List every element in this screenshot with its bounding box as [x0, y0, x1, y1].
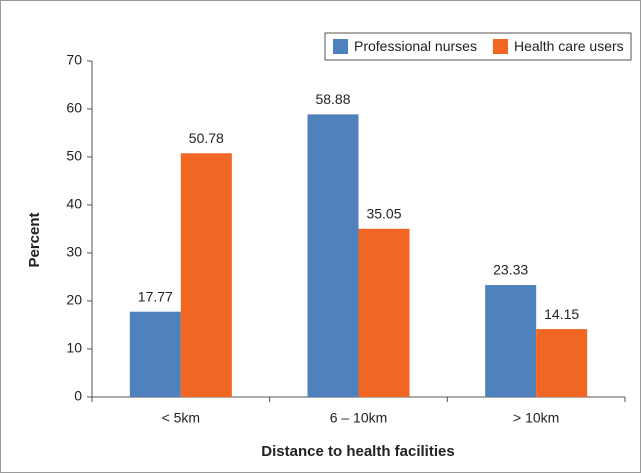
- y-tick-label: 60: [66, 100, 82, 116]
- legend-swatch: [492, 39, 508, 54]
- y-tick-label: 30: [66, 244, 82, 260]
- bar: [358, 228, 410, 397]
- y-tick-label: 20: [66, 292, 82, 308]
- x-tick-label: > 10km: [513, 410, 559, 426]
- legend-box: [324, 32, 632, 61]
- x-tick-label: < 5km: [162, 410, 201, 426]
- x-tick-label: 6 – 10km: [330, 410, 388, 426]
- y-tick-label: 10: [66, 340, 82, 356]
- bar: [485, 285, 537, 397]
- data-label: 58.88: [315, 91, 350, 107]
- x-axis-title: Distance to health facilities: [261, 443, 454, 460]
- data-label: 50.78: [189, 130, 224, 146]
- y-axis-title: Percent: [26, 212, 43, 267]
- legend-swatch: [333, 39, 348, 54]
- legend-label: Professional nurses: [354, 38, 477, 54]
- bar: [536, 329, 588, 397]
- data-label: 14.15: [544, 306, 579, 322]
- bar: [307, 114, 359, 397]
- data-label: 35.05: [366, 205, 401, 221]
- data-label: 23.33: [493, 262, 528, 278]
- y-tick-label: 0: [74, 388, 82, 404]
- data-label: 17.77: [138, 288, 173, 304]
- bar: [129, 311, 181, 397]
- legend-label: Health care users: [514, 38, 624, 54]
- y-tick-label: 70: [66, 52, 82, 68]
- bar: [180, 153, 232, 397]
- y-tick-label: 50: [66, 148, 82, 164]
- y-tick-label: 40: [66, 196, 82, 212]
